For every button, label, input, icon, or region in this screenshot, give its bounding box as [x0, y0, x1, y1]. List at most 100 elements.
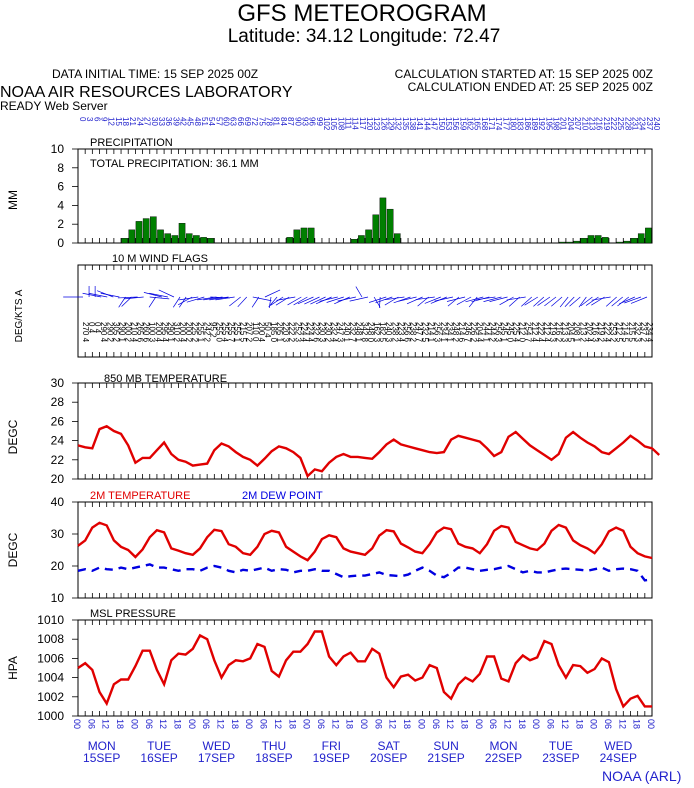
wind-value-label: 50 4 — [263, 322, 272, 338]
date-label: 23SEP — [542, 751, 579, 765]
t850-y-tick-label: 24 — [51, 434, 65, 448]
forecast-hour-label: 144 — [422, 117, 431, 131]
day-of-week-label: MON — [88, 739, 116, 753]
hour-tick-label: 18 — [402, 719, 412, 729]
forecast-hour-label: 207 — [573, 117, 582, 131]
hour-tick-label: 12 — [158, 719, 168, 729]
forecast-hour-label: 198 — [552, 117, 561, 131]
precip-bar — [200, 237, 207, 244]
wind-value-label: 95 2 — [208, 322, 217, 338]
forecast-hour-label: 30 — [150, 117, 159, 126]
hour-tick-label: 00 — [531, 719, 541, 729]
wind-value-label: 222 4 — [536, 322, 545, 343]
wind-flag — [611, 296, 623, 307]
forecast-hour-label: 183 — [516, 117, 525, 131]
wind-value-label: 200 4 — [154, 322, 163, 343]
wind-value-label: 224 4 — [299, 322, 308, 343]
day-of-week-label: TUE — [147, 739, 171, 753]
forecast-hour-label: 216 — [595, 117, 604, 131]
t2m-frame — [77, 501, 653, 599]
hour-tick-label: 06 — [316, 719, 326, 729]
wind-value-label: 225 2 — [190, 322, 199, 343]
wind-flag — [375, 296, 393, 304]
wind-value-label: 247 3 — [336, 322, 345, 343]
wind-flag — [349, 296, 369, 302]
wind-value-label: 255 0 — [214, 322, 223, 343]
wind-flag — [580, 296, 593, 307]
forecast-hour-label: 84 — [279, 117, 288, 126]
day-of-week-label: MON — [490, 739, 518, 753]
wind-flag — [417, 296, 429, 307]
wind-flag — [630, 296, 648, 304]
wind-value-label: 213 2 — [578, 322, 587, 343]
precip-y-tick-label: 2 — [57, 217, 64, 231]
wind-flag — [264, 289, 281, 298]
date-label: 16SEP — [140, 751, 177, 765]
chart-title: GFS METEOROGRAM — [237, 0, 486, 27]
wind-value-label: 226 2 — [469, 322, 478, 343]
wind-value-label: 238 2 — [408, 322, 417, 343]
forecast-hour-label: 39 — [171, 117, 180, 126]
mslp-line — [77, 630, 652, 709]
wind-value-label: 100 3 — [148, 322, 157, 343]
t850-title: 850 MB TEMPERATURE — [104, 373, 227, 385]
forecast-hour-label: 63 — [229, 117, 238, 126]
forecast-hour-label: 186 — [523, 117, 532, 131]
forecast-hour-label: 150 — [437, 117, 446, 131]
forecast-hour-label: 21 — [128, 117, 137, 126]
wind-flag — [624, 296, 642, 304]
t850-y-tick-label: 28 — [51, 395, 65, 409]
hour-tick-label: 12 — [560, 719, 570, 729]
mslp-y-tick-label: 1008 — [37, 632, 64, 646]
forecast-hour-label: 117 — [358, 117, 367, 130]
wind-value-label: 212 4 — [530, 322, 539, 343]
wind-value-label: 247 7 — [415, 322, 424, 343]
forecast-hour-label: 210 — [580, 117, 589, 131]
hour-tick-label: 12 — [388, 719, 398, 729]
forecast-hour-label: 195 — [544, 117, 553, 131]
forecast-hour-label: 93 — [300, 117, 309, 126]
forecast-hour-label: 69 — [243, 117, 252, 126]
wind-flag — [585, 296, 599, 306]
wind-value-label: 232 6 — [311, 322, 320, 343]
wind-flag — [276, 296, 296, 301]
wind-value-label: 210 4 — [130, 322, 139, 343]
forecast-hour-label: 222 — [609, 117, 618, 131]
t2m-y-tick-label: 10 — [51, 591, 65, 605]
forecast-hour-label: 12 — [107, 117, 116, 126]
forecast-hour-label: 234 — [638, 117, 647, 131]
forecast-hour-label: 114 — [351, 117, 360, 130]
t850-y-label: DEGC — [6, 419, 20, 454]
wind-flag — [252, 296, 272, 302]
mslp-title: MSL PRESSURE — [90, 608, 176, 620]
wind-flag — [268, 296, 278, 308]
hour-tick-label: 06 — [86, 719, 96, 729]
wind-value-label: 342 8 — [360, 322, 369, 343]
forecast-hour-label: 15 — [114, 117, 123, 126]
precip-total: TOTAL PRECIPITATION: 36.1 MM — [90, 158, 259, 170]
lab-name: NOAA AIR RESOURCES LABORATORY — [0, 84, 293, 101]
wind-value-label: 252 3 — [293, 322, 302, 343]
forecast-hour-label: 240 — [652, 117, 661, 131]
precip-bar — [637, 233, 645, 244]
precip-bar — [171, 235, 179, 244]
wind-value-label: 212 5 — [615, 322, 624, 343]
wind-value-label: 254 7 — [524, 322, 533, 343]
precip-bar — [573, 240, 580, 244]
forecast-hour-label: 162 — [465, 117, 474, 131]
wind-value-label: 220 3 — [281, 322, 290, 343]
wind-flag — [297, 296, 314, 305]
wind-value-label: 255 1 — [196, 322, 205, 343]
wind-flag — [524, 296, 539, 306]
calc-started: CALCULATION STARTED AT: 15 SEP 2025 00Z — [395, 67, 653, 81]
wind-flag — [456, 296, 472, 305]
date-label: 19SEP — [313, 751, 350, 765]
wind-flag — [319, 296, 338, 302]
day-of-week-label: FRI — [322, 739, 341, 753]
wind-value-label: 290 2 — [105, 322, 114, 343]
calc-ended: CALCULATION ENDED AT: 25 SEP 2025 00Z — [408, 80, 653, 94]
forecast-hour-label: 123 — [372, 117, 381, 131]
t850-y-tick-label: 30 — [51, 376, 65, 390]
wind-flag — [117, 296, 138, 299]
day-of-week-label: WED — [203, 739, 231, 753]
